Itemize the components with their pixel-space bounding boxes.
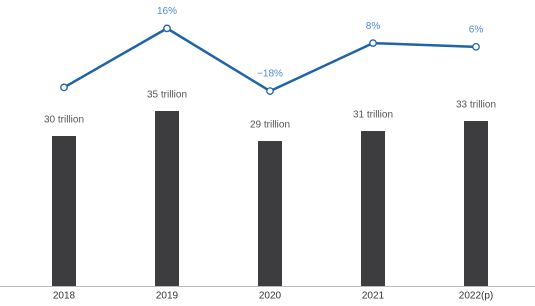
- bar: [464, 121, 488, 286]
- x-tick-label: 2020: [259, 291, 282, 302]
- line-marker: [266, 87, 274, 95]
- line-value-label: 16%: [157, 6, 177, 17]
- x-tick-label: 2018: [53, 291, 76, 302]
- line-marker: [369, 39, 377, 47]
- x-tick-label: 2019: [156, 291, 179, 302]
- bar-value-label: 29 trillion: [250, 120, 290, 131]
- line-value-label: 8%: [366, 21, 381, 32]
- line-value-label: −18%: [257, 69, 283, 80]
- bar-value-label: 35 trillion: [147, 90, 187, 101]
- line: [63, 26, 477, 93]
- bar: [155, 111, 179, 286]
- line-marker: [60, 83, 68, 92]
- bar-value-label: 30 trillion: [44, 115, 84, 126]
- line-marker: [472, 42, 480, 51]
- line-marker: [163, 24, 171, 33]
- line-value-label: 6%: [469, 24, 484, 35]
- bar: [258, 141, 282, 286]
- x-tick-label: 2021: [362, 291, 385, 302]
- x-tick-label: 2022(p): [459, 291, 493, 302]
- bar: [52, 136, 76, 286]
- bar-value-label: 31 trillion: [353, 110, 393, 121]
- bar-value-label: 33 trillion: [456, 100, 496, 111]
- bar: [361, 131, 385, 286]
